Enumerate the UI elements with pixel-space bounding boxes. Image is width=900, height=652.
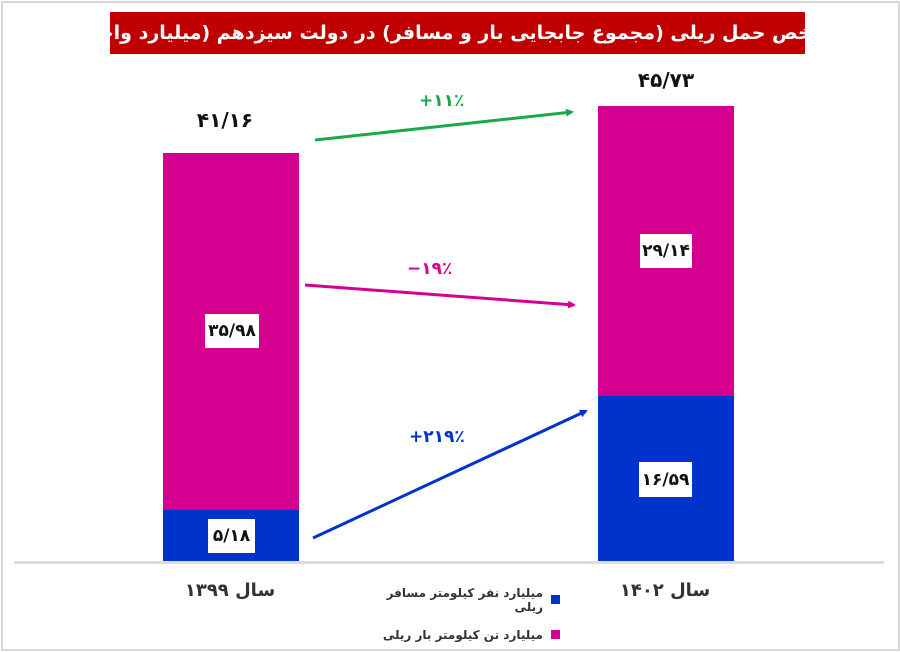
legend-label-freight: میلیارد تن کیلومتر بار ریلی	[382, 627, 543, 642]
legend-item-freight: میلیارد تن کیلومتر بار ریلی	[360, 617, 560, 652]
x-axis-line	[14, 561, 884, 564]
total-change-label: +۱۱٪	[419, 91, 465, 111]
legend-swatch-passenger-icon	[551, 595, 560, 604]
legend-swatch-freight-icon	[551, 630, 560, 639]
total-change-arrow-icon	[314, 108, 574, 142]
value-label-1399-passenger: ۵/۱۸	[208, 519, 255, 553]
value-label-1399-freight: ۳۵/۹۸	[205, 314, 259, 348]
value-label-1402-freight: ۲۹/۱۴	[640, 234, 692, 268]
legend-item-passenger: میلیارد نفر کیلومتر مسافر ریلی	[360, 582, 560, 617]
total-label-1402: ۴۵/۷۳	[637, 68, 695, 92]
x-label-1399: سال ۱۳۹۹	[184, 580, 276, 601]
x-label-1402: سال ۱۴۰۲	[619, 580, 711, 601]
value-label-1402-passenger: ۱۶/۵۹	[639, 462, 692, 497]
freight-change-label: −۱۹٪	[407, 259, 453, 279]
legend-label-passenger: میلیارد نفر کیلومتر مسافر ریلی	[386, 585, 543, 614]
legend: میلیارد نفر کیلومتر مسافر ریلی میلیارد ت…	[360, 582, 560, 652]
total-label-1399: ۴۱/۱۶	[196, 108, 254, 132]
passenger-change-label: +۲۱۹٪	[409, 427, 465, 447]
freight-change-arrow-icon	[304, 283, 576, 309]
passenger-change-arrow-icon	[312, 409, 588, 540]
chart-title: رشد شاخص حمل ریلی (مجموع جابجایی بار و م…	[30, 12, 885, 54]
